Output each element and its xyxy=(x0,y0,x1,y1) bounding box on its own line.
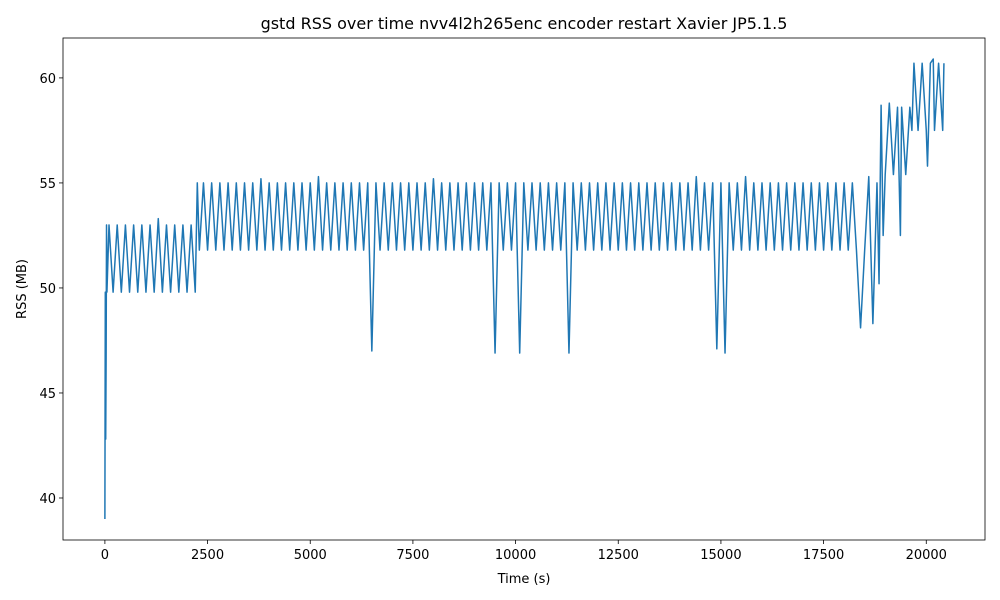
x-tick-label: 10000 xyxy=(495,548,536,563)
x-tick-label: 12500 xyxy=(598,548,639,563)
x-tick-label: 15000 xyxy=(700,548,741,563)
x-tick-label: 20000 xyxy=(906,548,947,563)
x-tick-label: 0 xyxy=(101,548,109,563)
y-axis-label: RSS (MB) xyxy=(15,259,30,319)
x-tick-label: 17500 xyxy=(803,548,844,563)
y-tick-label: 40 xyxy=(39,492,56,507)
y-tick-label: 50 xyxy=(39,282,56,297)
y-tick-label: 45 xyxy=(39,387,56,402)
plot-frame xyxy=(62,37,986,541)
x-axis-label: Time (s) xyxy=(497,572,551,587)
chart-title: gstd RSS over time nvv4l2h265enc encoder… xyxy=(261,14,788,33)
x-tick-label: 7500 xyxy=(396,548,429,563)
data-line xyxy=(104,58,945,520)
y-tick-label: 55 xyxy=(39,177,56,192)
x-tick-label: 2500 xyxy=(191,548,224,563)
y-tick-label: 60 xyxy=(39,72,56,87)
x-tick-label: 5000 xyxy=(294,548,327,563)
